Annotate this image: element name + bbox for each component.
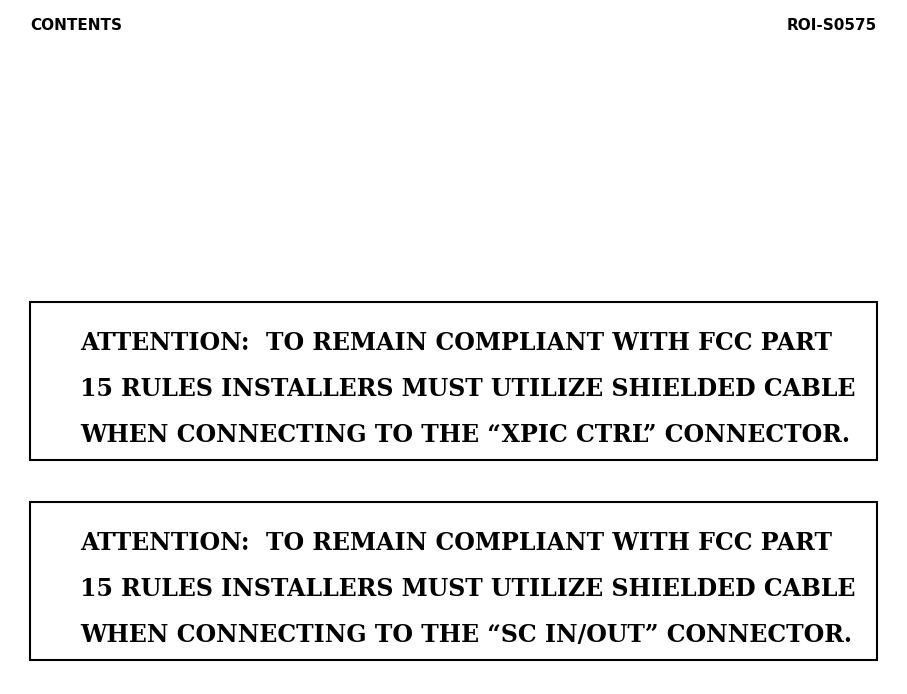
Text: 15 RULES INSTALLERS MUST UTILIZE SHIELDED CABLE: 15 RULES INSTALLERS MUST UTILIZE SHIELDE…: [80, 577, 855, 601]
Text: ATTENTION:  TO REMAIN COMPLIANT WITH FCC PART: ATTENTION: TO REMAIN COMPLIANT WITH FCC …: [80, 331, 832, 355]
Text: WHEN CONNECTING TO THE “SC IN/OUT” CONNECTOR.: WHEN CONNECTING TO THE “SC IN/OUT” CONNE…: [80, 623, 852, 647]
Text: ATTENTION:  TO REMAIN COMPLIANT WITH FCC PART: ATTENTION: TO REMAIN COMPLIANT WITH FCC …: [80, 531, 832, 555]
Bar: [30, 302, 877, 460]
Text: ROI-S0575: ROI-S0575: [786, 18, 877, 33]
Bar: [30, 502, 877, 660]
Text: CONTENTS: CONTENTS: [30, 18, 122, 33]
Text: 15 RULES INSTALLERS MUST UTILIZE SHIELDED CABLE: 15 RULES INSTALLERS MUST UTILIZE SHIELDE…: [80, 377, 855, 401]
Text: WHEN CONNECTING TO THE “XPIC CTRL” CONNECTOR.: WHEN CONNECTING TO THE “XPIC CTRL” CONNE…: [80, 423, 850, 447]
